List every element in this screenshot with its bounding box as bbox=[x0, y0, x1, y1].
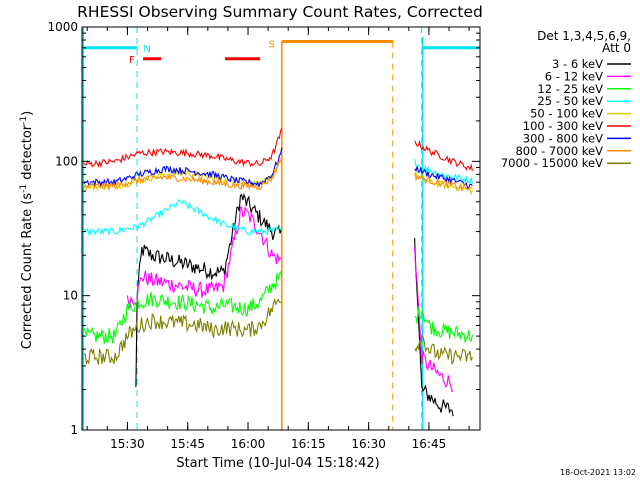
legend-label: 100 - 300 keV bbox=[523, 119, 603, 133]
legend-title: Det 1,3,4,5,6,9, bbox=[537, 29, 631, 43]
series-line bbox=[83, 298, 473, 366]
legend-label: 3 - 6 keV bbox=[552, 57, 603, 71]
x-tick-label: 16:15 bbox=[291, 437, 326, 451]
legend-label: 12 - 25 keV bbox=[537, 82, 603, 96]
y-axis-label-mid: detector bbox=[20, 124, 35, 184]
night-label: N bbox=[143, 44, 150, 55]
x-tick-label: 16:30 bbox=[351, 437, 386, 451]
series-line bbox=[126, 206, 454, 393]
x-tick-label: 15:45 bbox=[170, 437, 205, 451]
y-axis-label-sup1: -1 bbox=[19, 184, 29, 193]
series-line bbox=[83, 270, 473, 344]
y-axis-label: Corrected Count Rate (s-1 detector-1) bbox=[19, 111, 35, 349]
series-2 bbox=[126, 206, 454, 393]
series-8 bbox=[84, 154, 473, 192]
y-axis-label-sup2: -1 bbox=[19, 116, 29, 125]
legend-label: 7000 - 15000 keV bbox=[501, 156, 603, 170]
legend-label: 300 - 800 keV bbox=[523, 131, 603, 145]
legend-label: 50 - 100 keV bbox=[530, 107, 603, 121]
legend-subtitle: Att 0 bbox=[602, 41, 631, 55]
series-6 bbox=[83, 128, 473, 172]
series-1 bbox=[135, 192, 454, 417]
series-7 bbox=[83, 147, 473, 189]
series-line bbox=[83, 147, 473, 189]
legend-label: 25 - 50 keV bbox=[537, 94, 603, 108]
y-axis-label-main: Corrected Count Rate (s bbox=[20, 193, 35, 350]
x-tick-label: 15:30 bbox=[110, 437, 145, 451]
y-tick-label: 1 bbox=[70, 423, 78, 437]
series-layer bbox=[83, 128, 473, 417]
y-tick-label: 1000 bbox=[47, 20, 78, 34]
saa-label: S bbox=[269, 39, 275, 50]
flare-label: F bbox=[129, 55, 135, 66]
x-tick-label: 16:45 bbox=[412, 437, 447, 451]
series-line bbox=[84, 154, 473, 192]
series-3 bbox=[83, 270, 473, 344]
axes: 1 10 100 1000 15:30 15:45 16:00 16:15 16:30 16:45 bbox=[47, 20, 480, 451]
x-tick-label: 16:00 bbox=[231, 437, 266, 451]
chart-title: RHESSI Observing Summary Count Rates, Co… bbox=[77, 3, 483, 21]
y-tick-label: 100 bbox=[55, 154, 78, 168]
series-line bbox=[135, 192, 454, 417]
legend-label: 6 - 12 keV bbox=[545, 69, 603, 83]
series-line bbox=[83, 128, 473, 172]
legend-label: 800 - 7000 keV bbox=[515, 144, 603, 158]
y-tick-label: 10 bbox=[63, 289, 78, 303]
series-9 bbox=[83, 298, 473, 366]
y-axis-label-end: ) bbox=[20, 111, 35, 116]
plot-frame bbox=[81, 26, 481, 431]
timestamp: 18-Oct-2021 13:02 bbox=[560, 468, 636, 477]
x-axis-label: Start Time (10-Jul-04 15:18:42) bbox=[176, 456, 379, 471]
